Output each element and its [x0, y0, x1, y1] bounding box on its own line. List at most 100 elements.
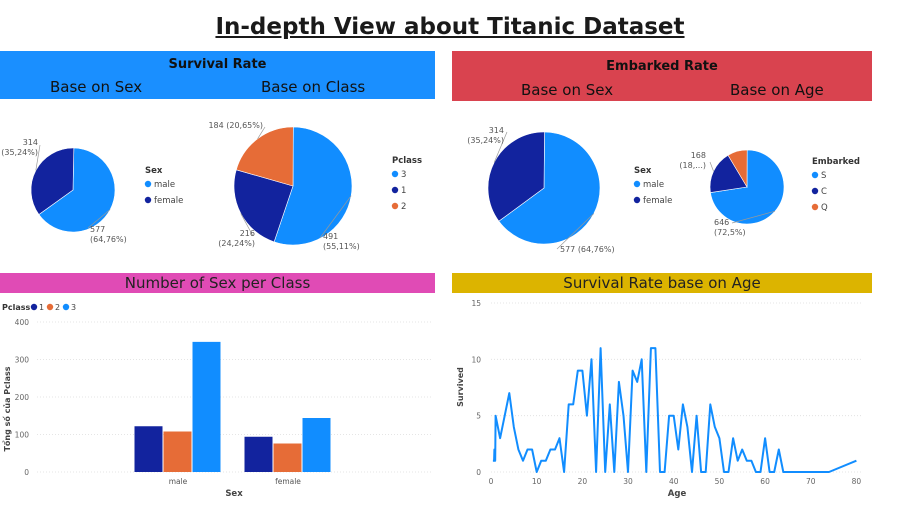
age-header: Survival Rate base on Age — [452, 273, 872, 293]
legend-marker-1 — [391, 186, 399, 194]
legend-label-C: C — [821, 187, 827, 197]
pie-pct-label-male: (64,76%) — [90, 235, 127, 244]
pie-slice-male — [38, 147, 116, 233]
pie-pct-label-1: (24,24%) — [218, 239, 255, 248]
legend-marker-female — [633, 196, 641, 204]
legend-label-male: male — [643, 180, 664, 190]
legend-title: Embarked — [812, 157, 860, 167]
pie-value-label-C: 168 — [691, 151, 706, 160]
embarked-sub-age: Base on Age — [730, 81, 824, 99]
line-x-axis-label: Age — [668, 489, 687, 499]
pie-leader-S — [731, 210, 776, 224]
line-y-axis-label: Survived — [456, 367, 465, 407]
pie-leader-2 — [257, 126, 266, 139]
line-x-tick-label: 60 — [760, 477, 770, 486]
bar-female-class-3 — [302, 418, 331, 472]
legend-marker-S — [811, 171, 819, 179]
legend-label-S: S — [821, 171, 826, 181]
survival-sub-sex: Base on Sex — [50, 78, 143, 96]
survival-age-line-chart: 0 5 10 15 0 10 20 30 40 50 60 70 80 Age Survived — [456, 299, 862, 499]
pie-pct-label-C: (18,...) — [679, 161, 706, 170]
bar-legend-marker-3 — [62, 303, 70, 311]
bar-y-tick-label: 0 — [24, 468, 29, 477]
embarked-sex-pie-chart: 577 (64,76%) 314(35,24%) Sex male female — [467, 126, 672, 254]
survival-rate-title: Survival Rate — [168, 57, 267, 72]
bar-male-class-2 — [163, 431, 192, 472]
bar-x-tick-label: female — [275, 477, 301, 486]
pie-pct-label-S: (72,5%) — [714, 228, 746, 237]
legend-marker-male — [633, 180, 641, 188]
pie-value-label-male: 577 (64,76%) — [560, 245, 615, 254]
bar-y-axis-label: Tổng số của Pclass — [1, 366, 12, 451]
bar-legend-label-1: 1 — [39, 303, 44, 312]
legend-title: Sex — [634, 166, 652, 176]
bar-legend-marker-1 — [30, 303, 38, 311]
bar-female-class-2 — [273, 443, 302, 472]
pie-leader-1 — [240, 213, 254, 237]
pie-value-label-S: 646 — [714, 218, 729, 227]
embarked-sub-sex: Base on Sex — [521, 81, 614, 99]
bar-x-axis-label: Sex — [225, 489, 243, 499]
line-x-tick-label: 20 — [578, 477, 588, 486]
pie-pct-label-female: (35,24%) — [1, 148, 38, 157]
line-y-tick-label: 10 — [471, 355, 481, 364]
bar-female-class-1 — [244, 436, 273, 472]
bar-y-tick-label: 400 — [15, 318, 30, 327]
line-x-tick-label: 70 — [806, 477, 816, 486]
legend-label-female: female — [643, 196, 672, 206]
legend-label-Q: Q — [821, 203, 828, 213]
pie-slice-Q — [727, 149, 748, 189]
line-y-tick-label: 0 — [476, 468, 481, 477]
bar-legend-label-3: 3 — [71, 303, 76, 312]
line-x-tick-label: 80 — [852, 477, 862, 486]
pie-value-label-male: 577 — [90, 225, 105, 234]
pie-value-label-1: 216 — [240, 229, 255, 238]
pie-value-label-female: 314 — [489, 126, 504, 135]
survival-class-pie-chart: 491(55,11%) 216(24,24%) 184 (20,65%) Pclass… — [208, 121, 422, 251]
pie-slice-3 — [273, 126, 353, 246]
legend-marker-Q — [811, 203, 819, 211]
embarked-rate-header: Embarked Rate Base on Sex Base on Age — [452, 51, 872, 101]
pie-leader-3 — [319, 195, 352, 239]
pie-pct-label-3: (55,11%) — [323, 242, 360, 251]
legend-label-2: 2 — [401, 202, 406, 212]
pie-leader-female — [35, 144, 41, 171]
line-x-tick-label: 0 — [489, 477, 494, 486]
line-y-tick-label: 5 — [476, 412, 481, 421]
embarked-rate-title: Embarked Rate — [606, 59, 718, 74]
sex-class-header: Number of Sex per Class — [0, 273, 435, 293]
legend-label-female: female — [154, 196, 183, 206]
legend-marker-female — [144, 196, 152, 204]
age-title: Survival Rate base on Age — [563, 274, 761, 292]
survived-line-series — [492, 347, 857, 473]
legend-marker-male — [144, 180, 152, 188]
survival-rate-header: Survival Rate Base on Sex Base on Class — [0, 51, 435, 99]
bar-male-class-3 — [192, 341, 221, 472]
legend-marker-2 — [391, 202, 399, 210]
pie-leader-male — [87, 209, 111, 229]
page-title: In-depth View about Titanic Dataset — [215, 14, 685, 40]
legend-title: Sex — [145, 166, 163, 176]
pie-value-label-2: 184 (20,65%) — [208, 121, 263, 130]
pie-slice-C — [709, 154, 748, 193]
bar-male-class-1 — [134, 426, 163, 472]
bar-legend-title: Pclass — [2, 303, 31, 312]
sex-per-class-bar-chart: 0 100 200 300 400 male female Sex Tổng số của Pc… — [1, 303, 432, 499]
line-x-tick-label: 40 — [669, 477, 679, 486]
pie-leader-C — [709, 161, 714, 172]
bar-y-tick-label: 200 — [15, 393, 30, 402]
bar-y-tick-label: 300 — [15, 356, 30, 365]
legend-title: Pclass — [392, 156, 422, 166]
pie-leader-male — [556, 213, 595, 250]
line-x-tick-label: 50 — [715, 477, 725, 486]
pie-pct-label-female: (35,24%) — [467, 136, 504, 145]
line-x-tick-label: 10 — [532, 477, 542, 486]
sex-class-title: Number of Sex per Class — [124, 274, 311, 292]
line-y-tick-label: 15 — [471, 299, 481, 308]
bar-legend-label-2: 2 — [55, 303, 60, 312]
survival-sex-pie-chart: 577(64,76%) 314(35,24%) Sex male female — [1, 138, 183, 244]
embarked-age-pie-chart: 646(72,5%) 168(18,...) Embarked SCQ — [679, 149, 860, 237]
pie-value-label-female: 314 — [23, 138, 38, 147]
bar-legend-marker-2 — [46, 303, 54, 311]
survival-sub-class: Base on Class — [261, 78, 366, 96]
